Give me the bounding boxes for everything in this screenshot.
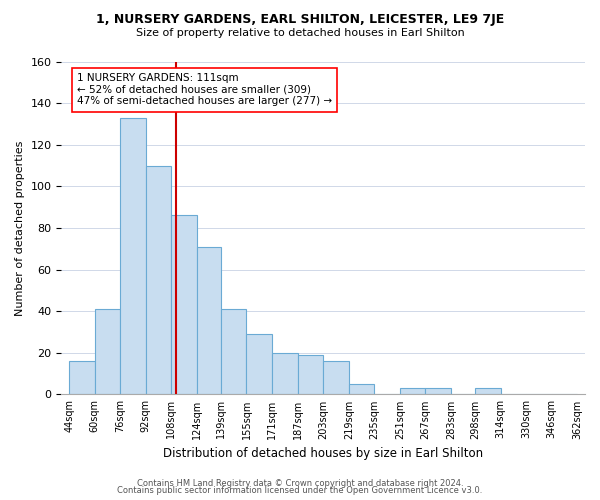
Bar — [197, 246, 221, 394]
Bar — [400, 388, 425, 394]
X-axis label: Distribution of detached houses by size in Earl Shilton: Distribution of detached houses by size … — [163, 447, 483, 460]
Text: 1, NURSERY GARDENS, EARL SHILTON, LEICESTER, LE9 7JE: 1, NURSERY GARDENS, EARL SHILTON, LEICES… — [96, 12, 504, 26]
Bar — [120, 118, 146, 394]
Bar — [172, 216, 197, 394]
Bar — [95, 309, 120, 394]
Text: 1 NURSERY GARDENS: 111sqm
← 52% of detached houses are smaller (309)
47% of semi: 1 NURSERY GARDENS: 111sqm ← 52% of detac… — [77, 73, 332, 106]
Bar — [247, 334, 272, 394]
Bar — [272, 353, 298, 395]
Text: Contains HM Land Registry data © Crown copyright and database right 2024.: Contains HM Land Registry data © Crown c… — [137, 478, 463, 488]
Bar — [221, 309, 247, 394]
Text: Contains public sector information licensed under the Open Government Licence v3: Contains public sector information licen… — [118, 486, 482, 495]
Y-axis label: Number of detached properties: Number of detached properties — [15, 140, 25, 316]
Bar — [349, 384, 374, 394]
Bar — [298, 355, 323, 395]
Bar — [323, 361, 349, 394]
Bar — [425, 388, 451, 394]
Text: Size of property relative to detached houses in Earl Shilton: Size of property relative to detached ho… — [136, 28, 464, 38]
Bar — [69, 361, 95, 394]
Bar — [475, 388, 500, 394]
Bar — [146, 166, 172, 394]
